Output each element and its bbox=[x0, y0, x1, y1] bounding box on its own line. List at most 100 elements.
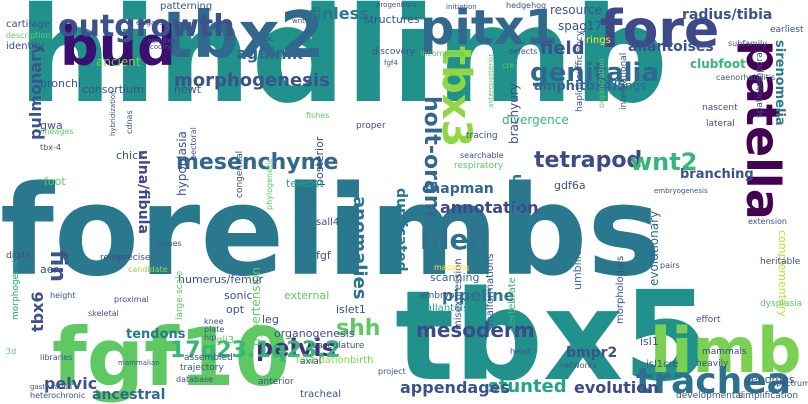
word-heritable: heritable bbox=[760, 257, 801, 267]
word-bud: bud bbox=[60, 15, 176, 78]
word-database: database bbox=[176, 375, 214, 384]
word-hip: hip bbox=[204, 333, 217, 342]
word-subfamily: subfamily bbox=[728, 39, 768, 48]
word-initiation: initiation bbox=[446, 3, 477, 11]
word-haploinsufficiency: haploinsufficiency bbox=[575, 30, 585, 112]
word-aer: aer bbox=[40, 263, 59, 276]
word-hypoplasia: hypoplasia bbox=[175, 131, 189, 196]
word-fgf4: fgf4 bbox=[384, 59, 398, 67]
word-pitx1: pitx1 bbox=[420, 0, 559, 56]
word-3d: 3d bbox=[6, 347, 17, 356]
word-skeletal: skeletal bbox=[88, 309, 119, 318]
word-pelvis: pelvis bbox=[256, 334, 336, 362]
word-somites: somites bbox=[148, 37, 176, 45]
word-axial: axial bbox=[300, 357, 322, 367]
word-proper: proper bbox=[356, 121, 386, 131]
word-scanning: scanning bbox=[430, 271, 480, 284]
word-gdf6a: gdf6a bbox=[554, 179, 586, 192]
word-vertebrate: vertebrate bbox=[507, 277, 518, 330]
word-sirenomelia: sirenomelia bbox=[772, 40, 787, 126]
word-structures: structures bbox=[364, 13, 420, 26]
word-embryogenesis: embryogenesis bbox=[654, 187, 708, 195]
word-pairs: pairs bbox=[660, 261, 680, 270]
word-lungs: lungs bbox=[614, 79, 647, 93]
word-umbilicus: umbilicus bbox=[571, 237, 584, 290]
word-rings: rings bbox=[586, 35, 611, 46]
word-tracing: tracing bbox=[466, 131, 498, 141]
word-evolution: evolution bbox=[574, 378, 659, 397]
word-consortium: consortium bbox=[82, 83, 144, 96]
word-spag17: spag17 bbox=[558, 19, 603, 33]
word-large-scale: large-scale bbox=[175, 270, 185, 320]
word-mapping: mapping bbox=[434, 263, 470, 272]
word-organization: organization bbox=[597, 58, 606, 108]
word-heavily: heavily bbox=[696, 359, 729, 369]
word-knee: knee bbox=[204, 317, 224, 326]
word-birth: birth bbox=[350, 355, 374, 366]
word-morphogenesis: morphogenesis bbox=[174, 70, 330, 91]
word-malformations: malformations bbox=[485, 253, 496, 326]
word-tbx6: tbx6 bbox=[28, 291, 47, 332]
word-chapman: chapman bbox=[422, 181, 494, 197]
word-ancient: ancient bbox=[96, 55, 141, 69]
word-mesenchyme: mesenchyme bbox=[176, 150, 339, 175]
word-extension: extension bbox=[748, 217, 787, 226]
word-outgrowth: outgrowth bbox=[58, 9, 235, 44]
word-lineages: lineages bbox=[40, 127, 74, 136]
word-digits: digits bbox=[6, 251, 31, 261]
word-vasculature: vasculature bbox=[312, 341, 365, 351]
word-riken: riken bbox=[509, 173, 525, 214]
word-ulna-fibula: ulna/fibula bbox=[135, 150, 151, 234]
word-heterochronic: heterochronic bbox=[30, 391, 86, 400]
word-progenitors: progenitors bbox=[376, 1, 417, 9]
word-fgf10: fgf10 bbox=[52, 311, 291, 404]
word-amphitbx4-5: amphitbx4/5 bbox=[534, 79, 627, 94]
word-cdnas: cdnas bbox=[125, 110, 134, 134]
word-precise: precise bbox=[118, 253, 151, 263]
word-anomalies: anomalies bbox=[349, 196, 370, 300]
word-radius-tibia: radius/tibia bbox=[682, 7, 773, 23]
word-description: description bbox=[6, 31, 51, 40]
word-ancestral: ancestral bbox=[92, 387, 166, 403]
word-pipeline: pipeline bbox=[442, 286, 515, 305]
word-tendons: tendons bbox=[126, 327, 186, 342]
word-tbx2: tbx2 bbox=[162, 0, 325, 73]
word-allantoises: allantoises bbox=[628, 39, 714, 55]
word-heart: heart bbox=[510, 347, 532, 356]
word-foot: foot bbox=[44, 175, 66, 188]
word-lateral: lateral bbox=[706, 119, 735, 129]
word-duplicated: duplicated bbox=[393, 188, 409, 272]
word-incomplete: incomplete bbox=[420, 49, 465, 58]
word-agulnik: agulnik bbox=[236, 44, 303, 63]
word-sonic: sonic bbox=[224, 289, 253, 302]
word-holt-oram: holt-oram bbox=[419, 96, 444, 218]
word-dysplasia: dysplasia bbox=[760, 299, 803, 309]
word-mesoderm: mesoderm bbox=[416, 318, 535, 342]
word-simplification: simplification bbox=[738, 391, 799, 401]
word-brachyury: brachyury bbox=[507, 83, 521, 144]
word-appendages: appendages bbox=[400, 378, 511, 397]
word-height: height bbox=[50, 291, 76, 300]
word-gastrulation: gastrulation bbox=[30, 383, 73, 391]
word-elegans: elegans bbox=[136, 19, 164, 27]
word-isl1: isl1 bbox=[640, 335, 659, 348]
word-evolutionary: evolutionary bbox=[647, 210, 661, 286]
word-sall4: sall4 bbox=[316, 217, 340, 228]
word-genitalia: genitalia bbox=[530, 58, 660, 88]
word-islet1: islet1 bbox=[336, 303, 366, 316]
word-fishes: fishes bbox=[306, 111, 330, 120]
word-respiratory: respiratory bbox=[454, 161, 504, 171]
word-clubfoot: clubfoot bbox=[690, 57, 746, 71]
word-developmental: developmental bbox=[676, 391, 744, 401]
word-mammals: mammals bbox=[702, 347, 747, 357]
word-annotation: annotation bbox=[440, 198, 539, 217]
word-hedgehog: hedgehog bbox=[506, 1, 547, 10]
word-defects: defects bbox=[508, 47, 538, 56]
word-international: international bbox=[619, 52, 629, 110]
word-trachea: trachea bbox=[636, 361, 791, 402]
word-branching: branching bbox=[680, 167, 754, 182]
word-chick: chick bbox=[116, 149, 145, 162]
word-mammalian: mammalian bbox=[118, 359, 160, 367]
word-limb: limb bbox=[650, 314, 802, 387]
